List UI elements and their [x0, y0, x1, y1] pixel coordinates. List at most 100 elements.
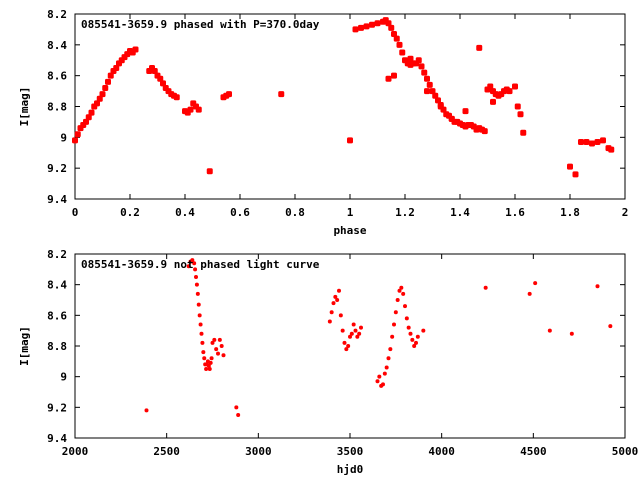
phased-data-point	[594, 138, 601, 145]
unphased-data-point	[198, 322, 203, 327]
unphased-data-point	[331, 301, 336, 306]
unphased-x-tick-label: 4500	[520, 445, 547, 458]
unphased-y-axis-label: I[mag]	[18, 326, 31, 366]
unphased-data-point	[388, 347, 393, 352]
unphased-data-point	[406, 325, 411, 330]
phased-data-point	[572, 171, 579, 178]
phased-data-point	[415, 57, 422, 64]
unphased-data-point	[199, 331, 204, 336]
unphased-data-point	[392, 322, 396, 327]
phased-data-point	[476, 44, 483, 51]
unphased-x-tick-label: 3000	[245, 445, 272, 458]
unphased-data-point	[381, 382, 385, 387]
unphased-x-tick-label: 2000	[62, 445, 89, 458]
phased-data-point	[487, 83, 494, 90]
unphased-data-point	[208, 360, 213, 365]
unphased-data-point	[357, 331, 362, 336]
unphased-data-point	[209, 356, 214, 361]
phased-data-point	[578, 138, 584, 145]
phased-data-point	[506, 88, 513, 95]
unphased-data-point	[204, 367, 209, 371]
phased-y-axis-label: I[mag]	[18, 87, 31, 127]
unphased-data-point	[386, 356, 391, 361]
phased-data-point	[226, 91, 232, 98]
unphased-data-point	[595, 284, 600, 289]
unphased-data-point	[384, 365, 389, 370]
phased-data-point	[520, 129, 527, 136]
phased-data-point	[72, 137, 78, 144]
unphased-data-point	[547, 328, 552, 333]
phased-x-tick-label: 0.2	[120, 206, 140, 219]
phased-y-tick-label: 8.6	[47, 70, 67, 83]
unphased-data-point	[359, 325, 363, 330]
phased-light-curve-panel: 0 0.2 0.4 0.6 0.8 1 1.2 1.4 1.6 1.8 2 8.2 8.4 8.6 8.8 9…	[18, 8, 628, 237]
unphased-data-point	[234, 405, 239, 410]
unphased-data-point	[337, 288, 341, 293]
phased-x-tick-label: 1.8	[560, 206, 580, 219]
phased-data-point	[352, 26, 359, 33]
unphased-data-point	[414, 340, 418, 345]
phased-x-tick-label: 1.6	[505, 206, 525, 219]
unphased-chart-title: 085541-3659.9 not phased light curve	[81, 258, 320, 271]
phased-y-tick-label: 9	[60, 131, 67, 144]
unphased-data-point	[393, 310, 398, 315]
phased-data-point	[589, 140, 595, 147]
unphased-data-point	[207, 367, 212, 371]
phased-data-point	[99, 91, 106, 98]
phased-data-point	[514, 103, 521, 110]
unphased-data-point	[329, 310, 334, 315]
phased-data-point	[206, 168, 213, 175]
unphased-data-point	[186, 264, 191, 269]
unphased-data-point	[397, 288, 402, 293]
unphased-data-point	[144, 408, 149, 413]
unphased-data-point	[348, 334, 352, 339]
phased-data-point	[435, 97, 441, 104]
phased-x-tick-label: 2	[622, 206, 629, 219]
unphased-y-tick-label: 9	[60, 371, 67, 384]
unphased-y-tick-label: 8.2	[47, 248, 67, 261]
unphased-data-point	[196, 302, 201, 307]
phased-data-point	[424, 75, 430, 82]
unphased-data-point	[527, 291, 532, 296]
unphased-data-point	[408, 331, 413, 336]
phased-plot-frame	[74, 13, 626, 200]
phased-data-point	[426, 81, 433, 88]
phased-data-point	[396, 41, 403, 48]
unphased-y-tick-label: 9.2	[47, 401, 67, 414]
phased-data-point	[107, 72, 114, 79]
unphased-data-point	[193, 267, 198, 272]
phased-data-point	[462, 108, 469, 115]
phased-x-tick-label: 1	[347, 206, 354, 219]
phased-data-point	[407, 55, 414, 62]
unphased-data-point	[401, 291, 406, 296]
phased-data-point	[83, 118, 89, 125]
phased-data-point	[195, 106, 202, 113]
unphased-data-point	[377, 374, 382, 379]
unphased-data-point	[412, 344, 417, 348]
unphased-data-point	[202, 356, 207, 361]
unphased-data-point	[403, 304, 407, 309]
unphased-data-point	[533, 281, 538, 286]
phased-data-point	[391, 72, 397, 79]
unphased-data-point	[338, 313, 343, 318]
phased-x-tick-label: 0.6	[230, 206, 250, 219]
phased-data-point	[391, 31, 397, 38]
phased-data-point	[448, 115, 455, 122]
unphased-x-tick-label: 4000	[428, 445, 455, 458]
unphased-data-point	[344, 347, 349, 352]
unphased-data-point	[327, 319, 332, 324]
phased-data-point	[481, 128, 488, 135]
phased-data-point	[432, 92, 439, 99]
phased-data-point	[278, 91, 285, 98]
phased-data-point	[418, 63, 425, 70]
phased-data-point	[88, 109, 95, 116]
phased-data-point	[490, 98, 496, 105]
phased-y-tick-label: 8.2	[47, 8, 67, 21]
phased-data-point	[94, 100, 100, 107]
unphased-data-point	[395, 298, 400, 302]
phased-data-point	[160, 80, 166, 87]
phased-data-point	[512, 83, 518, 90]
unphased-data-point	[346, 344, 351, 348]
unphased-data-point	[342, 340, 347, 345]
